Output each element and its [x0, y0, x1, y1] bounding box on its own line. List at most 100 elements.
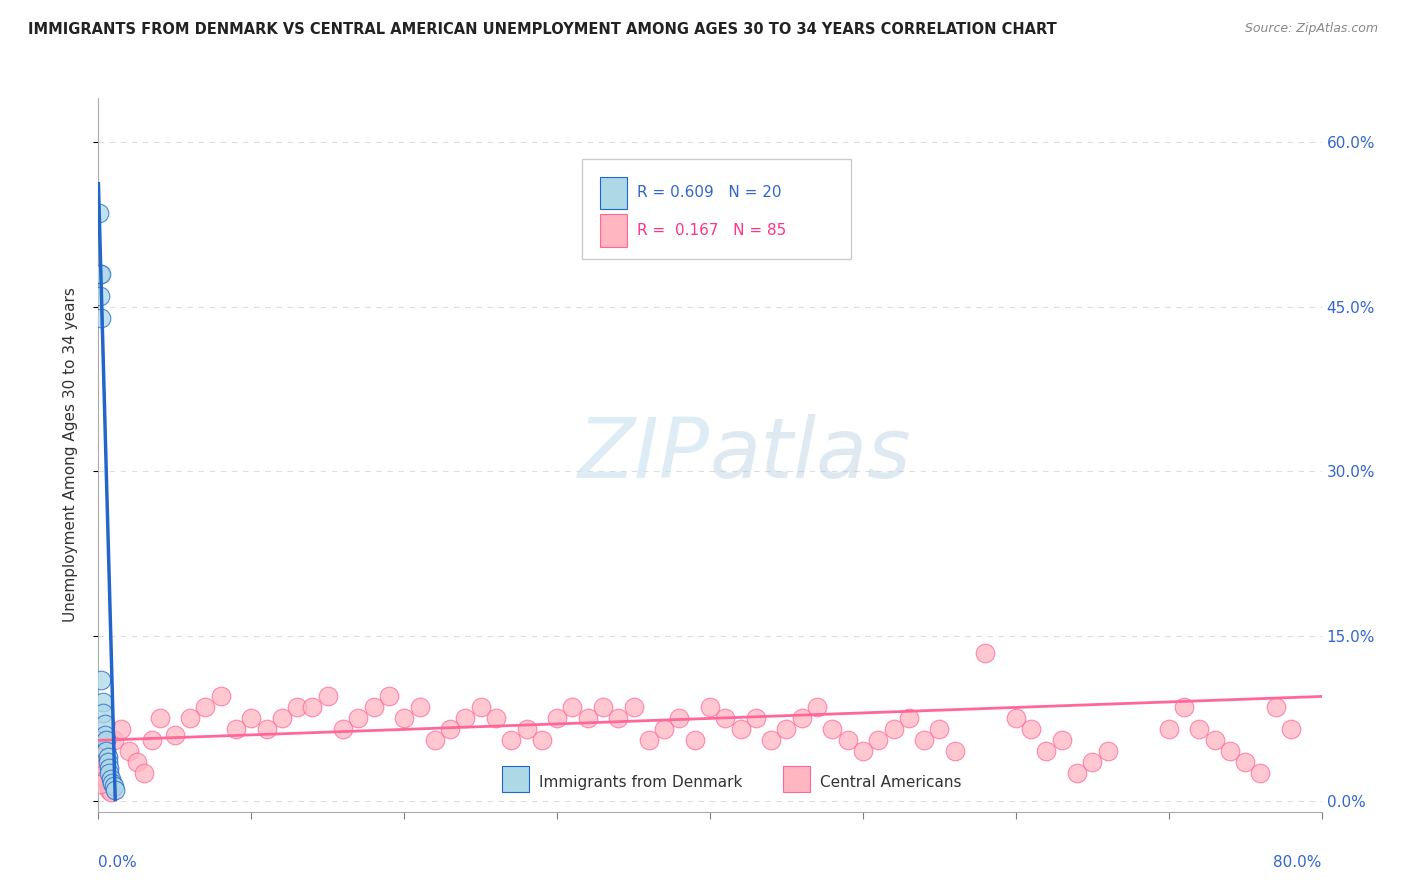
FancyBboxPatch shape [582, 159, 851, 259]
Point [90, 673, 112, 687]
Bar [600, 177, 627, 209]
Point [90, 310, 112, 325]
Y-axis label: Unemployment Among Ages 30 to 34 years: Unemployment Among Ages 30 to 34 years [63, 287, 77, 623]
Point [576, 711, 599, 725]
Point [94, 733, 117, 747]
Point [1219, 744, 1241, 758]
Point [637, 733, 661, 747]
Point [378, 690, 401, 704]
Point [179, 711, 201, 725]
Point [93, 766, 115, 780]
Point [652, 723, 675, 737]
Point [97, 777, 120, 791]
Point [912, 733, 935, 747]
Point [1097, 744, 1119, 758]
Point [775, 723, 797, 737]
Point [101, 776, 124, 790]
Point [1066, 766, 1088, 780]
Point [1279, 723, 1302, 737]
Point [89, 749, 111, 764]
Point [623, 700, 645, 714]
Point [103, 733, 125, 747]
Text: atlas: atlas [710, 415, 911, 495]
Point [561, 700, 583, 714]
Point [209, 690, 232, 704]
Point [1204, 733, 1226, 747]
Point [454, 711, 477, 725]
Text: 80.0%: 80.0% [1274, 855, 1322, 870]
Point [104, 782, 127, 797]
Bar [600, 214, 627, 246]
Text: 0.0%: 0.0% [98, 855, 138, 870]
Point [408, 700, 430, 714]
Point [89, 206, 111, 220]
Point [501, 733, 523, 747]
Point [1035, 744, 1057, 758]
Point [730, 723, 752, 737]
Point [256, 723, 278, 737]
Point [806, 700, 828, 714]
Point [1264, 700, 1286, 714]
Point [89, 267, 111, 281]
Point [1004, 711, 1026, 725]
Point [683, 733, 706, 747]
Text: Central Americans: Central Americans [820, 775, 962, 790]
Point [100, 785, 122, 799]
Point [1249, 766, 1271, 780]
Point [93, 717, 115, 731]
Point [928, 723, 950, 737]
Point [225, 723, 247, 737]
Point [943, 744, 966, 758]
Point [1050, 733, 1073, 747]
Point [668, 711, 690, 725]
Point [439, 723, 461, 737]
Point [516, 723, 538, 737]
Point [530, 733, 553, 747]
Point [883, 723, 905, 737]
Point [100, 772, 122, 786]
Point [714, 711, 737, 725]
Point [93, 728, 115, 742]
Text: Immigrants from Denmark: Immigrants from Denmark [538, 775, 742, 790]
Point [392, 711, 416, 725]
Point [332, 723, 354, 737]
Text: R =  0.167   N = 85: R = 0.167 N = 85 [637, 223, 786, 237]
Point [89, 289, 111, 303]
Point [1234, 756, 1257, 770]
Point [91, 761, 114, 775]
Point [89, 777, 111, 791]
Point [347, 711, 370, 725]
Point [592, 700, 614, 714]
Point [316, 690, 339, 704]
Point [699, 700, 721, 714]
Point [90, 733, 112, 747]
Point [852, 744, 875, 758]
Point [91, 695, 114, 709]
Point [790, 711, 813, 725]
Text: IMMIGRANTS FROM DENMARK VS CENTRAL AMERICAN UNEMPLOYMENT AMONG AGES 30 TO 34 YEA: IMMIGRANTS FROM DENMARK VS CENTRAL AMERI… [28, 22, 1057, 37]
Point [98, 761, 121, 775]
Point [607, 711, 630, 725]
Point [118, 744, 141, 758]
Point [470, 700, 492, 714]
Point [97, 749, 120, 764]
Point [897, 711, 920, 725]
Point [270, 711, 292, 725]
Bar [783, 766, 810, 792]
Point [98, 766, 121, 780]
Point [110, 723, 132, 737]
Point [301, 700, 323, 714]
Point [163, 728, 186, 742]
Text: ZIP: ZIP [578, 415, 710, 495]
Point [821, 723, 844, 737]
Text: Source: ZipAtlas.com: Source: ZipAtlas.com [1244, 22, 1378, 36]
Point [97, 756, 120, 770]
Point [745, 711, 768, 725]
Point [363, 700, 385, 714]
Bar [502, 766, 529, 792]
Text: R = 0.609   N = 20: R = 0.609 N = 20 [637, 185, 782, 200]
Point [546, 711, 568, 725]
Point [974, 646, 997, 660]
Point [141, 733, 163, 747]
Point [485, 711, 508, 725]
